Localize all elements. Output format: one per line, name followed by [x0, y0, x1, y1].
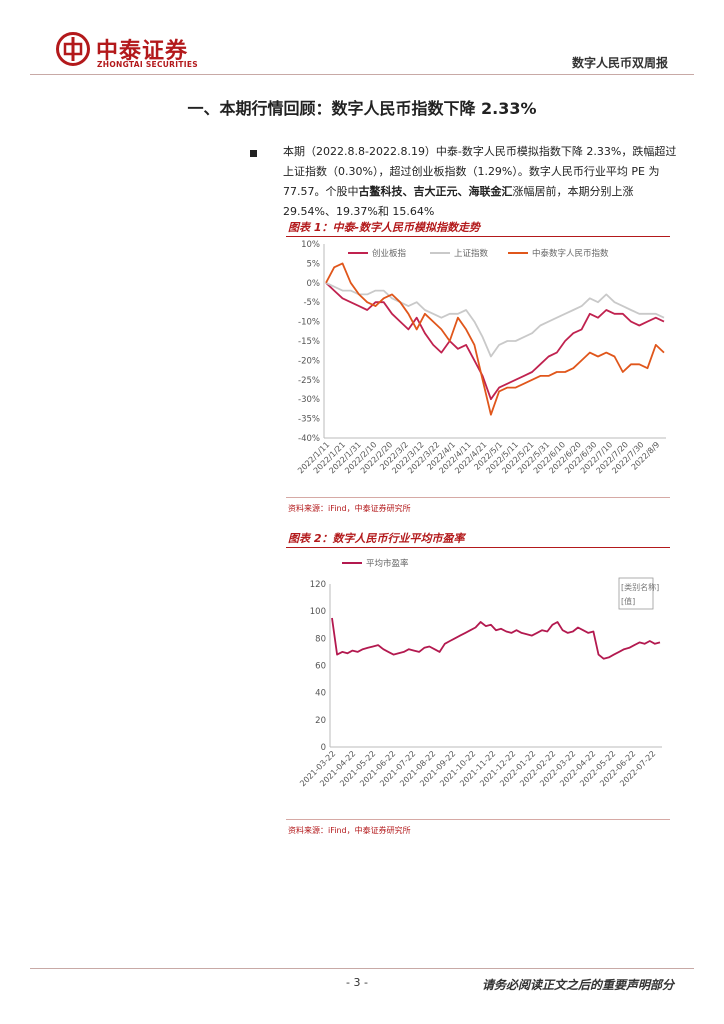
footer-divider: [30, 968, 694, 969]
section-title: 一、本期行情回顾：数字人民币指数下降 2.33%: [187, 99, 537, 118]
zhongtai-logo-icon: [56, 32, 90, 66]
separator: 、: [402, 185, 414, 198]
y-tick-label: 80: [315, 634, 326, 644]
y-tick-label: -20%: [298, 356, 320, 366]
legend-label-3: 中泰数字人民币指数: [532, 248, 609, 259]
y-tick-label: 10%: [301, 240, 320, 250]
y-tick-label: 20: [315, 716, 326, 726]
y-tick-label: -40%: [298, 434, 320, 444]
paragraph-text: 涨幅居前，本期分别上涨 29.54%、19.37%和 15.64%: [283, 185, 634, 218]
y-tick-label: 40: [315, 689, 326, 699]
y-tick-label: -5%: [303, 298, 320, 308]
stock-name-3: 海联金汇: [468, 185, 513, 198]
legend-label-2: 上证指数: [454, 248, 489, 259]
separator: 、: [457, 185, 469, 198]
figure2-source: 资料来源：iFind，中泰证券研究所: [288, 826, 411, 835]
y-tick-label: 60: [315, 662, 326, 672]
series-line-1: [325, 282, 665, 401]
figure1-title-rule: [286, 236, 670, 237]
company-name-en: ZHONGTAI SECURITIES: [97, 60, 198, 69]
bullet-marker: [250, 150, 257, 157]
header-divider: [30, 74, 694, 75]
placeholder-label-box: [618, 577, 654, 610]
page-number: - 3 -: [346, 976, 368, 989]
y-tick-label: 120: [310, 580, 326, 590]
y-tick-label: -10%: [298, 318, 320, 328]
figure1-source-rule: [286, 497, 670, 498]
y-tick-label: -15%: [298, 337, 320, 347]
disclaimer: 请务必阅读正文之后的重要声明部分: [481, 978, 674, 992]
y-tick-label: 0%: [307, 279, 321, 289]
y-tick-label: -35%: [298, 415, 320, 425]
series-line-1: [331, 617, 661, 660]
series-line-3: [325, 262, 665, 416]
y-tick-label: -25%: [298, 376, 320, 386]
company-name-cn: 中泰证券: [96, 39, 189, 64]
legend-label-1: 平均市盈率: [366, 558, 409, 569]
legend-label-1: 创业板指: [372, 248, 407, 259]
figure1-source: 资料来源：iFind，中泰证券研究所: [288, 504, 411, 513]
figure2-source-rule: [286, 819, 670, 820]
chart-average-pe: 0204060801001202021-03-222021-04-222021-…: [298, 558, 662, 788]
chart-index-trend: 10%5%0%-5%-10%-15%-20%-25%-30%-35%-40%20…: [296, 240, 666, 475]
y-tick-label: -30%: [298, 395, 320, 405]
y-tick-label: 100: [310, 607, 326, 617]
placeholder-category: [类别名称]: [621, 582, 659, 592]
report-type: 数字人民币双周报: [571, 56, 668, 70]
stock-name-1: 古鳌科技: [358, 185, 403, 198]
figure2-title-rule: [286, 547, 670, 548]
stock-name-2: 吉大正元: [413, 185, 458, 198]
figure1-title: 图表 1：中泰-数字人民币模拟指数走势: [288, 221, 481, 234]
figure2-title: 图表 2：数字人民币行业平均市盈率: [288, 532, 465, 545]
summary-paragraph: 本期（2022.8.8-2022.8.19）中泰-数字人民币模拟指数下降 2.3…: [283, 142, 683, 222]
placeholder-value: [值]: [621, 596, 635, 606]
y-tick-label: 0: [321, 743, 326, 753]
y-tick-label: 5%: [307, 259, 321, 269]
series-line-2: [325, 281, 665, 358]
paragraph-text: 本期（2022.8.8-2022.8.19）中泰-数字人民币模拟指数下降 2.3…: [283, 145, 677, 198]
